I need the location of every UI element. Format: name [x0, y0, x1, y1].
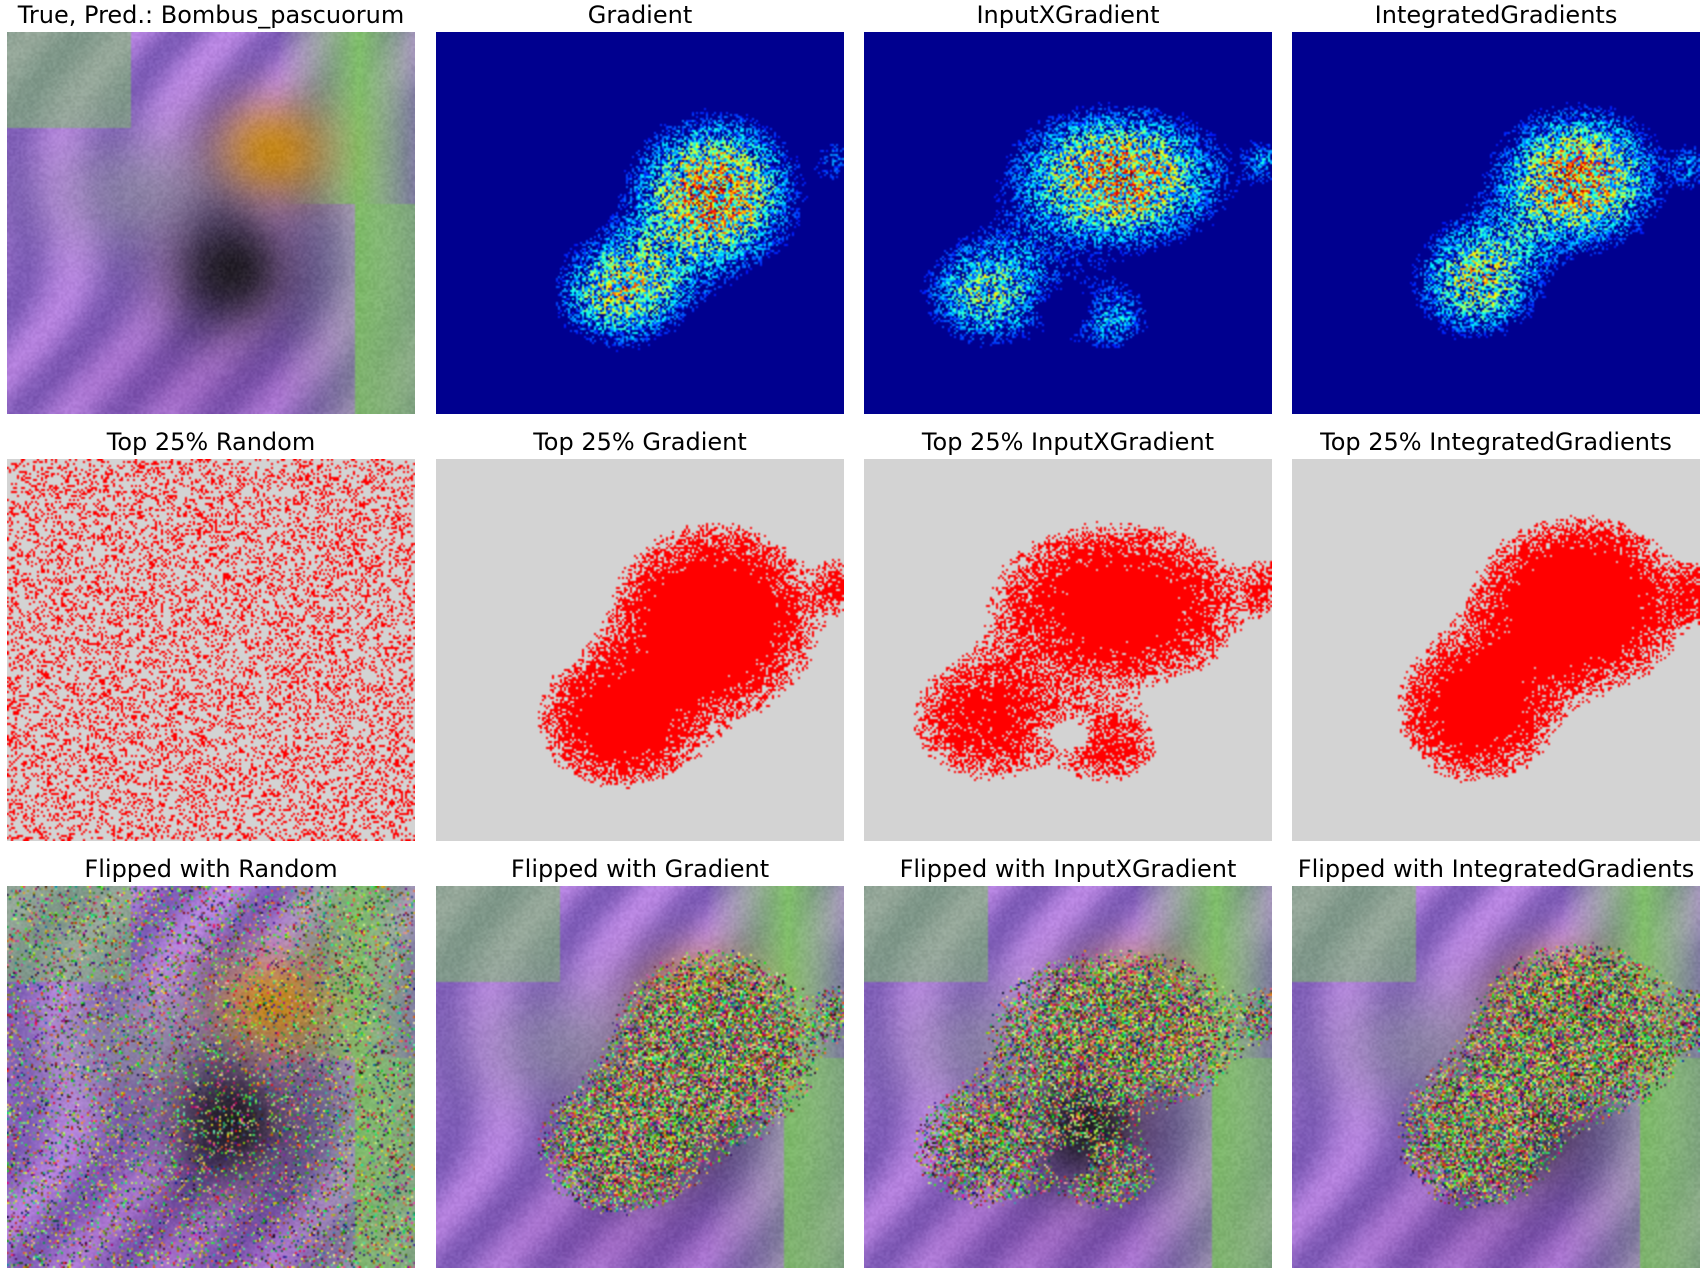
panel-title: Top 25% IntegratedGradients	[1320, 428, 1672, 456]
integratedgradients-heatmap	[1292, 32, 1700, 414]
panel-title: Top 25% Gradient	[533, 428, 747, 456]
panel-title: InputXGradient	[976, 1, 1160, 29]
inputxgradient-heatmap	[864, 32, 1272, 414]
flipped-integratedgradients-image	[1292, 886, 1700, 1268]
panel-title: IntegratedGradients	[1374, 1, 1618, 29]
inputxgradient-mask	[864, 459, 1272, 841]
panel-title: True, Pred.: Bombus_pascuorum	[17, 1, 405, 29]
panel-title: Flipped with Gradient	[510, 855, 770, 883]
flipped-inputxgradient-image	[864, 886, 1272, 1268]
panel-title: Flipped with Random	[84, 855, 338, 883]
integratedgradients-mask	[1292, 459, 1700, 841]
flipped-random-image	[7, 886, 415, 1268]
panel-title: Flipped with IntegratedGradients	[1297, 855, 1695, 883]
gradient-heatmap	[436, 32, 844, 414]
gradient-mask	[436, 459, 844, 841]
bee-photo	[7, 32, 415, 414]
panel-title: Flipped with InputXGradient	[899, 855, 1237, 883]
panel-title: Top 25% Random	[106, 428, 316, 456]
panel-title: Top 25% InputXGradient	[921, 428, 1215, 456]
panel-title: Gradient	[587, 1, 693, 29]
random-mask	[7, 459, 415, 841]
flipped-gradient-image	[436, 886, 844, 1268]
